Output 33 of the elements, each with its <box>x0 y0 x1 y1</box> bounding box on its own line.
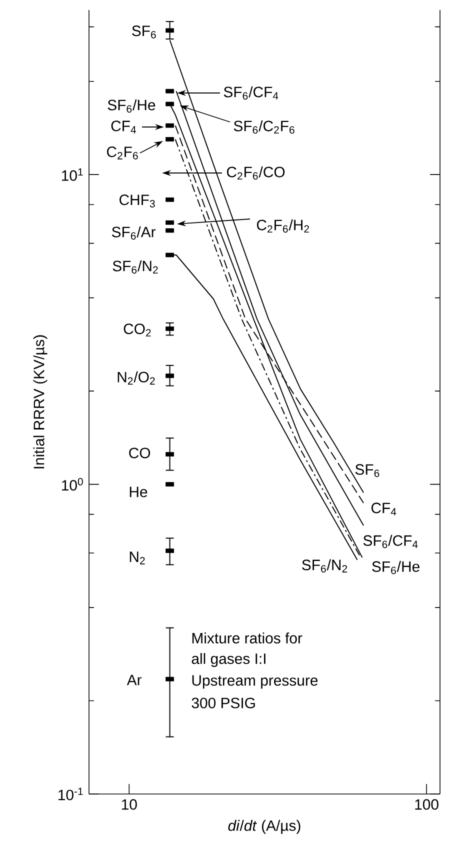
series-label: SF$_{6}$/CF$_{4}$ <box>363 534 418 548</box>
annotation: C$_{2}$F$_{6}$ <box>107 146 138 160</box>
annotation: Mixture ratios for <box>192 632 302 644</box>
annotation: SF$_{6}$/He <box>108 99 156 113</box>
series-label: SF$_{6}$ <box>355 464 380 478</box>
annotation: CO <box>129 448 150 458</box>
series-label: SF$_{6}$/He <box>372 560 420 574</box>
annotation: C$_{2}$F$_{6}$/CO <box>226 166 285 180</box>
annotation: CF$_{4}$ <box>111 120 136 134</box>
annotation: N$_{2}$/O$_{2}$ <box>118 371 155 385</box>
annotation: SF$_{6}$/CF$_{4}$ <box>224 86 278 100</box>
y-tick-label: 10$^{1}$ <box>62 168 83 181</box>
y-axis-title: Initial RRRV (KV/µs) <box>33 335 48 468</box>
annotation: CO$_{2}$ <box>124 324 151 336</box>
annotation: N$_{2}$ <box>130 552 145 564</box>
annotation: Ar <box>126 674 142 686</box>
annotation: SF$_{6}$/C$_{2}$F$_{6}$ <box>234 120 294 134</box>
y-tick-label: 10$^{0}$ <box>62 478 83 491</box>
x-axis-title: di/dt (A/µs) <box>228 820 300 834</box>
annotation: SF$_{6}$/N$_{2}$ <box>112 260 158 274</box>
annotation: all gases I:I <box>192 653 266 667</box>
annotation: He <box>130 486 148 498</box>
annotation: Upstream pressure <box>192 675 318 689</box>
x-tick-label: 100 <box>415 799 438 810</box>
series-label: SF$_{6}$/N$_{2}$ <box>302 559 348 573</box>
annotation: 300 PSIG <box>192 698 255 708</box>
annotation: CHF$_{3}$ <box>120 194 155 208</box>
x-tick-label: 10 <box>122 799 137 810</box>
annotation: C$_{2}$F$_{6}$/H$_{2}$ <box>256 219 309 233</box>
annotation: SF$_{6}$/Ar <box>112 226 156 240</box>
y-tick-label: 10$^{-1}$ <box>58 788 83 800</box>
annotation: SF$_{6}$ <box>132 26 156 38</box>
series-label: CF$_{4}$ <box>371 502 396 516</box>
